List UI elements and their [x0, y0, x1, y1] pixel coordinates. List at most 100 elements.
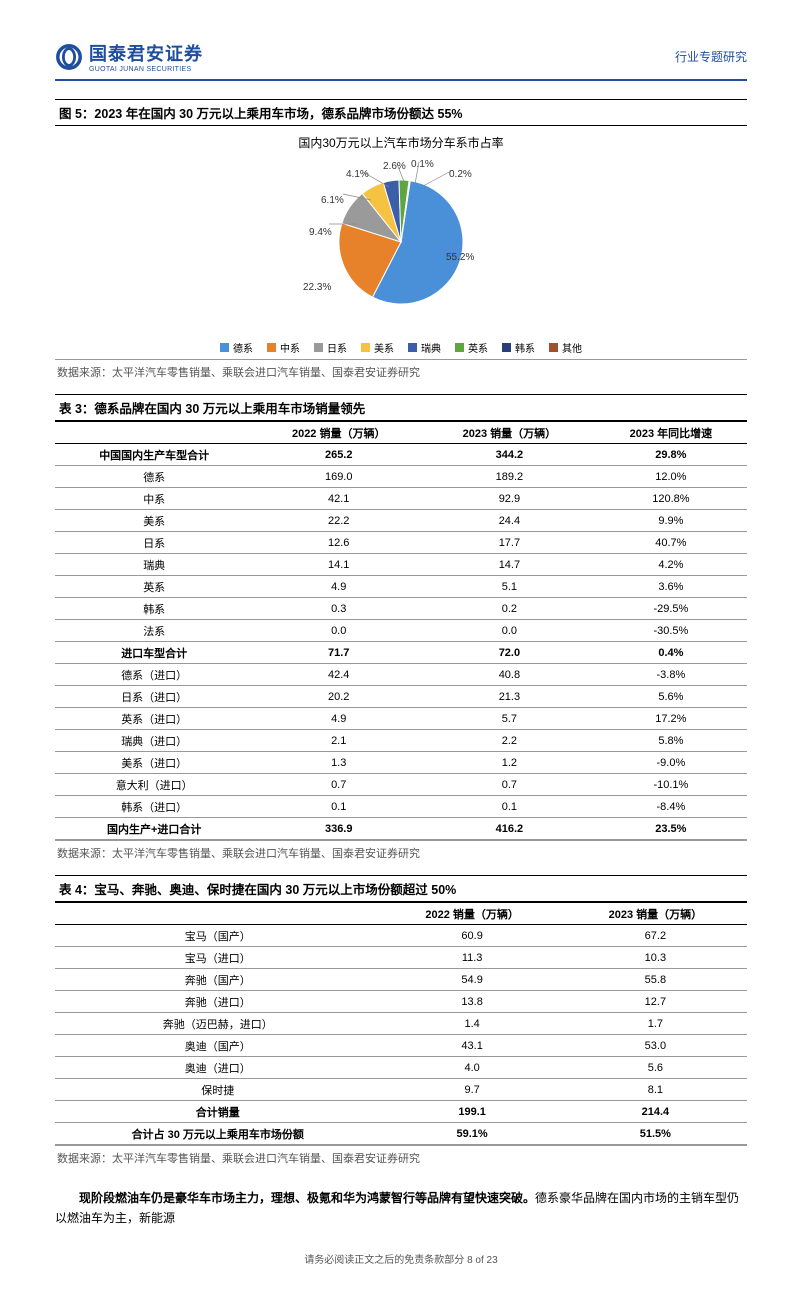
legend-item: 中系	[267, 340, 300, 355]
table-cell: 0.2	[424, 598, 595, 620]
table-cell: 奥迪（进口）	[55, 1057, 381, 1079]
table-row: 宝马（国产）60.967.2	[55, 925, 747, 947]
table-cell: 1.3	[253, 752, 424, 774]
table-cell: 42.1	[253, 488, 424, 510]
table-cell: 0.0	[253, 620, 424, 642]
legend-swatch	[455, 343, 464, 352]
pie-chart: 55.2%22.3%9.4%6.1%4.1%2.6%0.1%0.2%	[291, 157, 511, 330]
table-row: 意大利（进口）0.70.7-10.1%	[55, 774, 747, 796]
table-cell: 265.2	[253, 444, 424, 466]
figure5-source: 数据来源：太平洋汽车零售销量、乘联会进口汽车销量、国泰君安证券研究	[55, 359, 747, 394]
pie-slice-label: 0.2%	[449, 169, 472, 180]
table-row: 韩系0.30.2-29.5%	[55, 598, 747, 620]
table-cell: 12.6	[253, 532, 424, 554]
table-header-cell: 2022 销量（万辆）	[253, 422, 424, 444]
table4-source: 数据来源：太平洋汽车零售销量、乘联会进口汽车销量、国泰君安证券研究	[55, 1145, 747, 1180]
table-cell: 韩系（进口）	[55, 796, 253, 818]
table-row: 中系42.192.9120.8%	[55, 488, 747, 510]
legend-item: 英系	[455, 340, 488, 355]
table-cell: 1.7	[564, 1013, 747, 1035]
table-cell: 344.2	[424, 444, 595, 466]
table-cell: 国内生产+进口合计	[55, 818, 253, 840]
legend-item: 瑞典	[408, 340, 441, 355]
table-row: 奔驰（迈巴赫，进口）1.41.7	[55, 1013, 747, 1035]
table-row: 美系22.224.49.9%	[55, 510, 747, 532]
table-cell: -29.5%	[595, 598, 747, 620]
table-cell: 60.9	[381, 925, 564, 947]
table-header-cell: 2023 销量（万辆）	[424, 422, 595, 444]
table-cell: 瑞典（进口）	[55, 730, 253, 752]
figure5-chart-title: 国内30万元以上汽车市场分车系市占率	[55, 134, 747, 151]
table-row: 国内生产+进口合计336.9416.223.5%	[55, 818, 747, 840]
table-cell: 43.1	[381, 1035, 564, 1057]
pie-slice-label: 9.4%	[309, 227, 332, 238]
logo-text-en: GUOTAI JUNAN SECURITIES	[89, 66, 203, 73]
table-row: 奥迪（国产）43.153.0	[55, 1035, 747, 1057]
table-row: 英系4.95.13.6%	[55, 576, 747, 598]
table-cell: 3.6%	[595, 576, 747, 598]
table-cell: 17.2%	[595, 708, 747, 730]
table-row: 合计销量199.1214.4	[55, 1101, 747, 1123]
table-header-cell: 2023 年同比增速	[595, 422, 747, 444]
page-header: 国泰君安证券 GUOTAI JUNAN SECURITIES 行业专题研究	[55, 40, 747, 81]
pie-slice-label: 4.1%	[346, 169, 369, 180]
table4: 2022 销量（万辆）2023 销量（万辆）宝马（国产）60.967.2宝马（进…	[55, 902, 747, 1145]
table-cell: 8.1	[564, 1079, 747, 1101]
table-cell: 5.6	[564, 1057, 747, 1079]
table4-title: 表 4：宝马、奔驰、奥迪、保时捷在国内 30 万元以上市场份额超过 50%	[55, 875, 747, 902]
table-cell: 奔驰（国产）	[55, 969, 381, 991]
table-cell: 奔驰（迈巴赫，进口）	[55, 1013, 381, 1035]
table-cell: 美系	[55, 510, 253, 532]
table-cell: 0.1	[253, 796, 424, 818]
table-cell: -8.4%	[595, 796, 747, 818]
table-cell: 10.3	[564, 947, 747, 969]
table-cell: 宝马（进口）	[55, 947, 381, 969]
table-cell: 中国国内生产车型合计	[55, 444, 253, 466]
page-footer: 请务必阅读正文之后的免责条款部分 8 of 23	[55, 1251, 747, 1266]
table-cell: 日系	[55, 532, 253, 554]
table-cell: 奔驰（进口）	[55, 991, 381, 1013]
table-cell: 189.2	[424, 466, 595, 488]
table-cell: 55.8	[564, 969, 747, 991]
table-cell: 4.9	[253, 576, 424, 598]
table-cell: 合计销量	[55, 1101, 381, 1123]
table-cell: 法系	[55, 620, 253, 642]
table-cell: 英系（进口）	[55, 708, 253, 730]
table-cell: 51.5%	[564, 1123, 747, 1145]
legend-label: 美系	[374, 340, 394, 355]
legend-item: 日系	[314, 340, 347, 355]
table-cell: 意大利（进口）	[55, 774, 253, 796]
legend-label: 其他	[562, 340, 582, 355]
table-cell: 59.1%	[381, 1123, 564, 1145]
table-cell: -9.0%	[595, 752, 747, 774]
table-cell: 17.7	[424, 532, 595, 554]
table-row: 英系（进口）4.95.717.2%	[55, 708, 747, 730]
table-cell: 4.9	[253, 708, 424, 730]
table-cell: 29.8%	[595, 444, 747, 466]
table-cell: 11.3	[381, 947, 564, 969]
legend-swatch	[408, 343, 417, 352]
table-cell: 23.5%	[595, 818, 747, 840]
table-cell: 美系（进口）	[55, 752, 253, 774]
table3-title: 表 3：德系品牌在国内 30 万元以上乘用车市场销量领先	[55, 394, 747, 421]
table-cell: 40.7%	[595, 532, 747, 554]
legend-label: 英系	[468, 340, 488, 355]
table-cell: 42.4	[253, 664, 424, 686]
table-cell: 199.1	[381, 1101, 564, 1123]
table-cell: 0.1	[424, 796, 595, 818]
table-cell: 4.0	[381, 1057, 564, 1079]
logo-text-cn: 国泰君安证券	[89, 40, 203, 66]
table-cell: 40.8	[424, 664, 595, 686]
table-row: 日系12.617.740.7%	[55, 532, 747, 554]
table-row: 奔驰（进口）13.812.7	[55, 991, 747, 1013]
table-row: 合计占 30 万元以上乘用车市场份额59.1%51.5%	[55, 1123, 747, 1145]
table-cell: 0.4%	[595, 642, 747, 664]
legend-label: 日系	[327, 340, 347, 355]
legend-swatch	[314, 343, 323, 352]
table-cell: 214.4	[564, 1101, 747, 1123]
table-cell: 92.9	[424, 488, 595, 510]
table-cell: 20.2	[253, 686, 424, 708]
table-row: 宝马（进口）11.310.3	[55, 947, 747, 969]
table-row: 法系0.00.0-30.5%	[55, 620, 747, 642]
table-header-cell: 2022 销量（万辆）	[381, 903, 564, 925]
